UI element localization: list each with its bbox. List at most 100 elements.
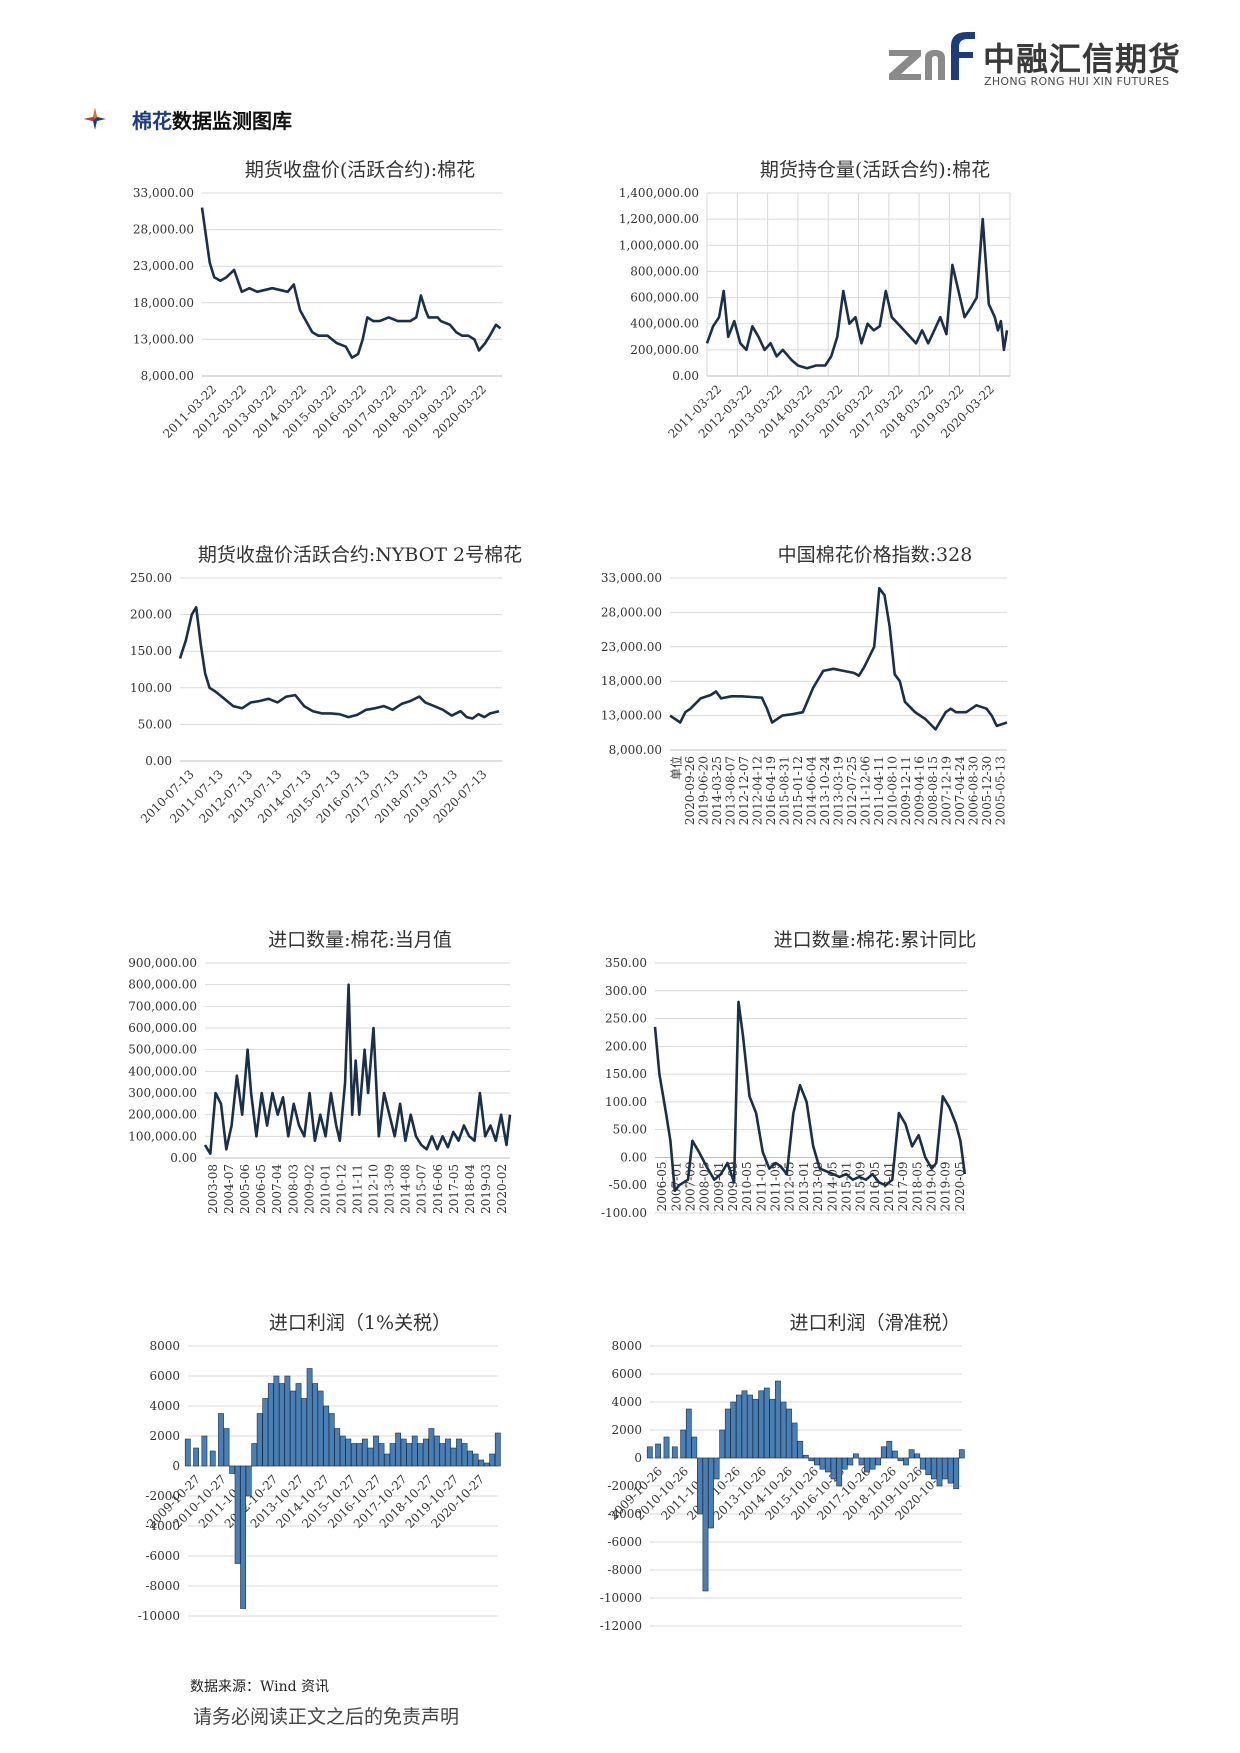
x-tick-label: 2014-08 [399, 1164, 413, 1214]
bar [384, 1453, 390, 1467]
y-tick-label: 200.00 [130, 608, 172, 622]
bar [201, 1435, 208, 1467]
y-tick-label: -6000 [607, 1535, 642, 1549]
bar [791, 1422, 798, 1459]
y-tick-label: 700,000.00 [128, 999, 197, 1013]
y-tick-label: 300.00 [605, 984, 647, 998]
bar [400, 1438, 407, 1467]
y-tick-label: 28,000.00 [601, 605, 662, 619]
y-tick-label: 350.00 [605, 956, 647, 970]
bar [841, 1457, 848, 1470]
chart-plot: 8000 6000 4000 2000 0 -2000 -4000 -6000 -8000 -10… [138, 1339, 501, 1623]
x-tick-label: 2013-09 [811, 1161, 825, 1211]
bar [802, 1454, 809, 1459]
bar [702, 1457, 709, 1592]
series-line [653, 1000, 967, 1193]
import-volume-monthly-chart: 进口数量:棉花:当月值 900,000.00 800,000.00 700,000.… [128, 925, 580, 1270]
y-tick-label: 100.00 [130, 681, 172, 695]
bar [328, 1413, 335, 1467]
bar [373, 1435, 379, 1467]
bar [262, 1398, 269, 1467]
bar [323, 1405, 330, 1467]
x-tick-label: 2014-06-04 [805, 756, 819, 826]
znf-logo-mark-icon [889, 32, 975, 80]
bar [295, 1383, 302, 1467]
x-tick-label: 2019-06-20 [697, 756, 711, 825]
chart-plot: 33,000.00 28,000.00 23,000.00 18,000.00 13,0… [133, 186, 502, 441]
bar [646, 1446, 653, 1459]
x-tick-label: 2012-10 [367, 1164, 381, 1214]
bar [752, 1398, 759, 1459]
x-tick-label: 2013-09 [383, 1164, 397, 1214]
bar [747, 1394, 753, 1459]
bar [433, 1435, 440, 1467]
import-volume-yoy-chart: 进口数量:棉花:累计同比 350.00 300.00 250.00 200.00 150… [601, 925, 1095, 1270]
x-tick-label: 2012-12-07 [737, 756, 751, 825]
bar [736, 1394, 742, 1459]
x-tick-label: 2007-12-19 [939, 756, 953, 825]
x-tick-label: 2010-05 [740, 1161, 754, 1211]
series-line [705, 217, 1009, 370]
section-title: 棉花数据监测图库 [132, 108, 292, 133]
y-tick-label: 250.00 [130, 571, 172, 585]
x-tick-label: 2011-11 [351, 1164, 365, 1214]
bar [450, 1447, 457, 1467]
x-tick-label: 2018-05 [910, 1161, 924, 1211]
x-tick-label: 2006-05 [655, 1161, 669, 1211]
bar [713, 1457, 720, 1480]
y-tick-label: 200,000.00 [630, 343, 699, 357]
x-tick-label: 2004-07 [222, 1164, 236, 1214]
x-tick-label: 2017-09 [896, 1161, 910, 1211]
bar [317, 1390, 324, 1467]
y-tick-label: 2000 [611, 1423, 642, 1437]
x-tick-label: 2009-12-11 [899, 756, 913, 825]
disclaimer-link[interactable]: 请务必阅读正文之后的免责声明 [193, 1706, 460, 1728]
x-tick-label: 2014-05 [825, 1161, 839, 1211]
futures-close-price-chart: 期货收盘价(活跃合约):棉花 33,000.00 28,000.00 23,000.… [133, 155, 580, 500]
y-tick-label: 18,000.00 [133, 296, 194, 310]
y-tick-label: 50.00 [138, 717, 172, 731]
bar [914, 1453, 921, 1459]
x-tick-label: 2017-05 [447, 1164, 461, 1214]
bar [808, 1457, 815, 1462]
bar [279, 1383, 285, 1467]
x-tick-label: 2005-05-13 [993, 756, 1007, 825]
y-tick-label: 600,000.00 [630, 291, 699, 305]
bar [892, 1450, 898, 1459]
y-tick-label: 4000 [611, 1395, 642, 1409]
bar [417, 1443, 424, 1467]
bar [301, 1398, 307, 1467]
x-tick-label: 2010-08-10 [885, 756, 899, 825]
y-tick-label: 800,000.00 [128, 978, 197, 992]
bar [345, 1438, 352, 1467]
x-tick-label: 2012-05 [783, 1161, 797, 1211]
x-tick-label: 2003-08 [206, 1164, 220, 1214]
bar [685, 1408, 692, 1459]
bar [797, 1440, 804, 1459]
x-tick-label: 2005-06 [238, 1164, 252, 1214]
section-heading: 棉花数据监测图库 [84, 104, 292, 134]
y-tick-label: 50.00 [613, 1123, 647, 1137]
bar [209, 1450, 216, 1467]
x-tick-label: 2016-06 [431, 1164, 445, 1214]
bar [234, 1465, 241, 1564]
bar [719, 1429, 726, 1459]
chart-plot: 900,000.00 800,000.00 700,000.00 600,000.00… [128, 956, 512, 1214]
bar [218, 1413, 224, 1467]
chart-title: 中国棉花价格指数:328 [777, 544, 973, 566]
bar [478, 1459, 485, 1467]
x-tick-label: 2008-08-15 [926, 756, 940, 825]
bar [908, 1449, 915, 1459]
bar [958, 1449, 965, 1459]
x-tick-label: 单位 [669, 756, 684, 780]
import-profit-1pct-tariff-chart: 进口利润（1%关税） 8000 6000 4000 2000 0 -2000 -4000 -6… [138, 1308, 580, 1663]
y-tick-label: 6000 [149, 1369, 180, 1383]
bar [245, 1465, 252, 1497]
bar [830, 1457, 837, 1480]
bar [428, 1428, 435, 1467]
bar [930, 1457, 937, 1480]
bar [494, 1432, 501, 1467]
bar [489, 1453, 496, 1467]
logo-english-text: ZHONG RONG HUI XIN FUTURES [984, 75, 1170, 88]
x-tick-label: 2010-12 [334, 1164, 348, 1214]
